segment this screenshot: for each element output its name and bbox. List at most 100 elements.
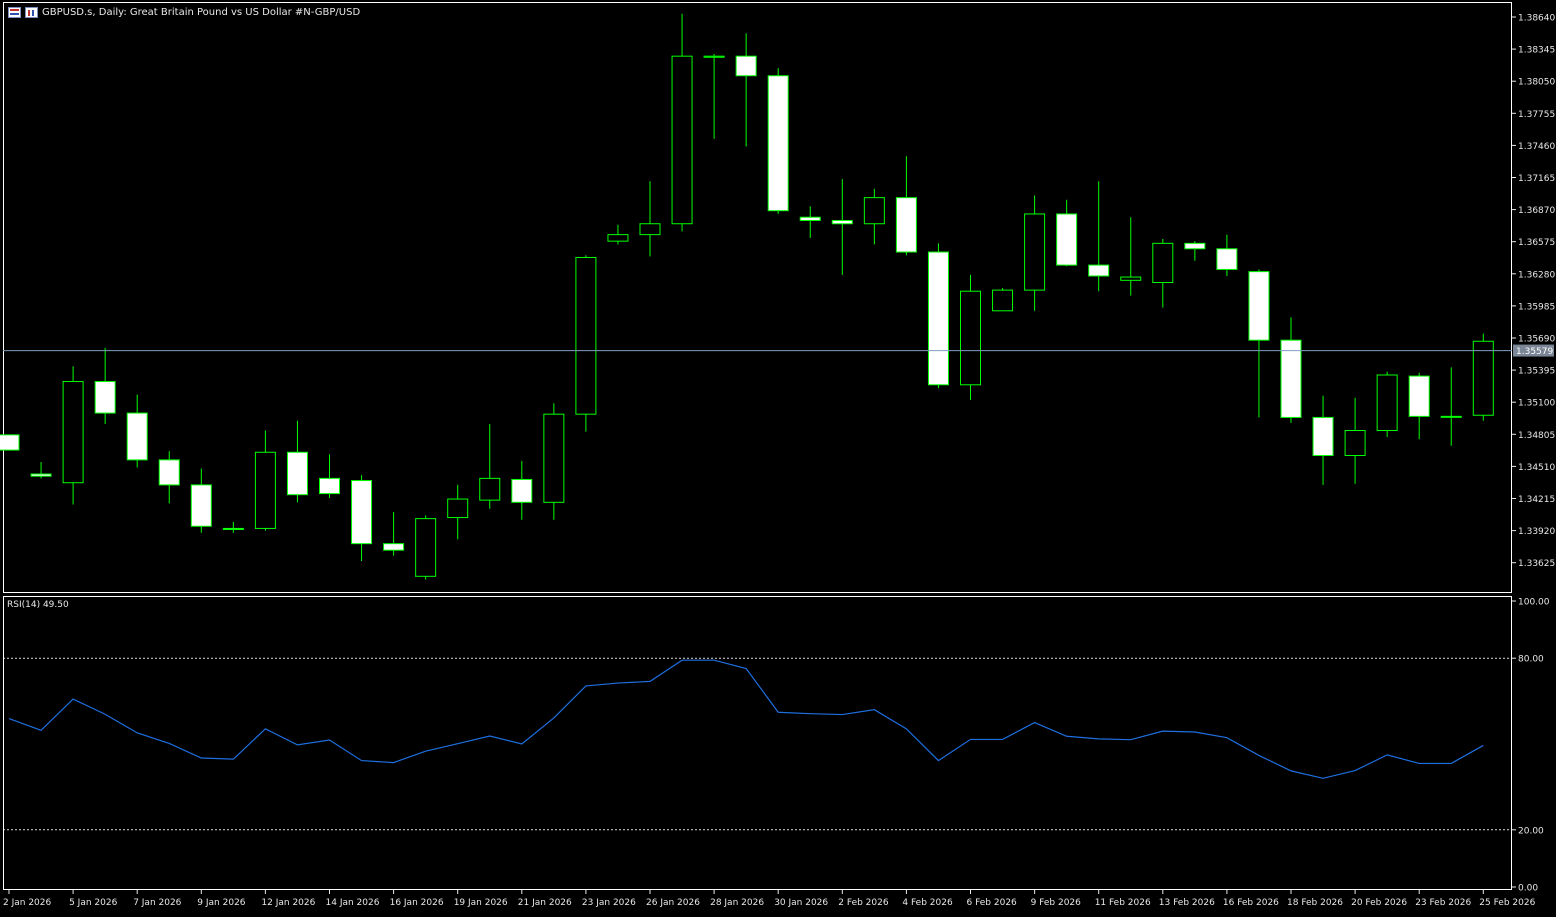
time-tick-label: 2 Jan 2026: [3, 898, 51, 908]
candle-body: [1152, 242, 1174, 284]
candle[interactable]: [30, 462, 52, 479]
candle-body: [0, 434, 20, 451]
candle[interactable]: [319, 454, 340, 498]
time-tick-label: 12 Jan 2026: [261, 898, 315, 908]
symbol-title: GBPUSD.s, Daily: Great Britain Pound vs …: [42, 6, 361, 18]
price-tick-label: 1.33920: [1518, 527, 1555, 537]
candle[interactable]: [703, 53, 725, 139]
time-tick-label: 5 Jan 2026: [69, 898, 117, 908]
candle[interactable]: [0, 434, 20, 451]
candle[interactable]: [1312, 395, 1334, 485]
table-icon[interactable]: [8, 6, 21, 18]
candle[interactable]: [831, 179, 853, 275]
candle[interactable]: [895, 156, 917, 256]
candle[interactable]: [1472, 333, 1494, 421]
candle[interactable]: [254, 430, 276, 531]
candle-body: [1408, 375, 1430, 417]
rsi-tick-label: 80.00: [1518, 655, 1544, 665]
candle[interactable]: [671, 13, 693, 232]
candle[interactable]: [1088, 181, 1110, 292]
time-tick-label: 4 Feb 2026: [902, 898, 953, 908]
candle-body: [126, 412, 148, 461]
candle[interactable]: [383, 512, 405, 556]
candle-body: [895, 197, 917, 253]
candle[interactable]: [286, 420, 308, 503]
time-tick-label: 30 Jan 2026: [774, 898, 828, 908]
candle[interactable]: [927, 243, 949, 389]
candle-body: [799, 216, 821, 221]
time-tick-label: 9 Feb 2026: [1031, 898, 1082, 908]
candle[interactable]: [1024, 195, 1046, 311]
time-tick-label: 19 Jan 2026: [454, 898, 508, 908]
candle-body: [1472, 340, 1494, 416]
time-tick-label: 23 Jan 2026: [582, 898, 636, 908]
candle[interactable]: [94, 347, 116, 424]
candle-body: [639, 223, 661, 236]
candle-body: [1248, 271, 1270, 341]
chart-header: GBPUSD.s, Daily: Great Britain Pound vs …: [8, 4, 360, 20]
rsi-indicator-label: RSI(14) 49.50: [7, 600, 69, 610]
price-tick-label: 1.37755: [1518, 110, 1555, 120]
chart-type-icon[interactable]: [25, 6, 38, 18]
current-price-tag: [1513, 344, 1554, 357]
candle[interactable]: [543, 403, 565, 520]
candle-body: [767, 75, 789, 212]
candle-body: [703, 55, 725, 58]
candle[interactable]: [190, 468, 212, 533]
price-tick-label: 1.36870: [1518, 206, 1555, 216]
candle-body: [447, 498, 469, 519]
candle-body: [735, 55, 757, 77]
candle-body: [831, 219, 853, 225]
candle[interactable]: [1056, 199, 1078, 267]
price-tick-label: 1.38345: [1518, 46, 1555, 56]
candle[interactable]: [639, 181, 661, 257]
candle[interactable]: [1152, 238, 1174, 308]
time-tick-label: 2 Feb 2026: [838, 898, 889, 908]
candle[interactable]: [222, 521, 244, 533]
price-tick-label: 1.38050: [1518, 78, 1555, 88]
candle[interactable]: [447, 484, 469, 540]
price-tick-label: 1.37165: [1518, 174, 1555, 184]
candle-body: [1344, 429, 1366, 457]
candle[interactable]: [1344, 397, 1366, 484]
price-tick-label: 1.38640: [1518, 14, 1555, 24]
candle[interactable]: [575, 255, 597, 432]
price-tick-label: 1.34805: [1518, 431, 1555, 441]
candle-body: [960, 290, 981, 386]
candle[interactable]: [992, 287, 1014, 312]
candle-body: [479, 477, 501, 501]
price-panel-frame: [3, 2, 1512, 593]
candle[interactable]: [1376, 371, 1398, 438]
candle[interactable]: [62, 366, 84, 505]
candle-body: [94, 381, 116, 414]
candle[interactable]: [799, 206, 821, 238]
candle[interactable]: [1408, 372, 1430, 440]
candle[interactable]: [511, 460, 533, 520]
candle-body: [1280, 339, 1302, 418]
candle[interactable]: [863, 188, 885, 245]
price-tick-label: 1.35690: [1518, 335, 1555, 345]
candle[interactable]: [735, 33, 757, 147]
time-tick-label: 23 Feb 2026: [1415, 898, 1471, 908]
candle[interactable]: [1120, 217, 1142, 296]
time-tick-label: 16 Jan 2026: [390, 898, 444, 908]
candle[interactable]: [1280, 317, 1302, 423]
candle[interactable]: [479, 423, 501, 509]
candle[interactable]: [1440, 367, 1462, 446]
candle-body: [190, 484, 212, 527]
candle[interactable]: [607, 224, 629, 245]
rsi-tick-label: 100.00: [1518, 598, 1550, 608]
candle-body: [383, 543, 405, 551]
candle[interactable]: [126, 394, 148, 468]
candle[interactable]: [767, 68, 789, 214]
rsi-tick-label: 20.00: [1518, 826, 1544, 836]
candle[interactable]: [1248, 269, 1270, 418]
candle[interactable]: [1216, 234, 1238, 276]
candle[interactable]: [158, 451, 180, 504]
candle[interactable]: [351, 475, 373, 562]
candle[interactable]: [960, 274, 981, 401]
candle[interactable]: [415, 515, 437, 580]
candle[interactable]: [1184, 241, 1206, 261]
